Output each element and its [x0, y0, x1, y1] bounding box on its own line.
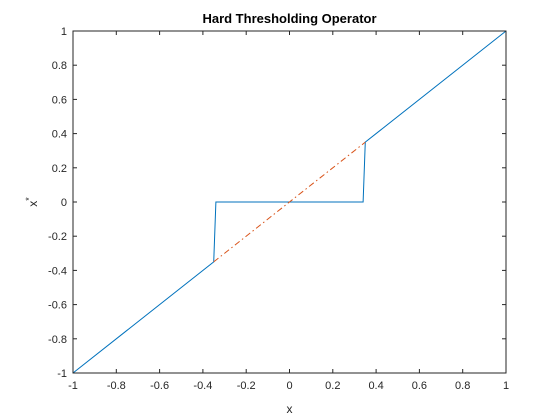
x-tick-label: -1 [68, 380, 78, 392]
x-tick-label: 0.8 [455, 380, 470, 392]
x-tick-label: 1 [503, 380, 509, 392]
x-axis-label: x [287, 402, 293, 416]
x-tick-label: -0.8 [107, 380, 126, 392]
x-tick-label: 0 [286, 380, 292, 392]
series-line-2 [213, 141, 366, 263]
x-tick-label: 0.6 [412, 380, 427, 392]
series-layer [72, 30, 507, 374]
x-tick-label: 0.4 [368, 380, 383, 392]
x-tick-label: -0.2 [237, 380, 256, 392]
x-tick-label: -0.4 [193, 380, 212, 392]
x-ticks: -1 -0.8 -0.6 -0.4 -0.2 0 0.2 0.4 0.6 0.8 1 [68, 31, 509, 392]
y-tick-label: 1 [61, 26, 67, 38]
y-tick-label: 0.6 [52, 94, 67, 106]
y-tick-label: 0 [61, 197, 67, 209]
y-axis-label: x* [24, 197, 40, 207]
chart-title: Hard Thresholding Operator [202, 11, 376, 26]
y-tick-label: 0.2 [52, 163, 67, 175]
y-tick-label: -1 [57, 368, 67, 380]
y-axis-label-base: x [26, 201, 40, 207]
y-tick-label: -0.6 [48, 300, 67, 312]
y-tick-label: -0.4 [48, 265, 67, 277]
x-tick-label: -0.6 [150, 380, 169, 392]
y-tick-label: 0.4 [52, 129, 67, 141]
y-ticks: -1 -0.8 -0.6 -0.4 -0.2 0 0.2 0.4 0.6 0.8 1 [48, 26, 506, 380]
y-tick-label: 0.8 [52, 60, 67, 72]
y-axis-label-superscript: * [24, 197, 34, 201]
y-tick-label: -0.2 [48, 231, 67, 243]
x-tick-label: 0.2 [325, 380, 340, 392]
y-tick-label: -0.8 [48, 334, 67, 346]
